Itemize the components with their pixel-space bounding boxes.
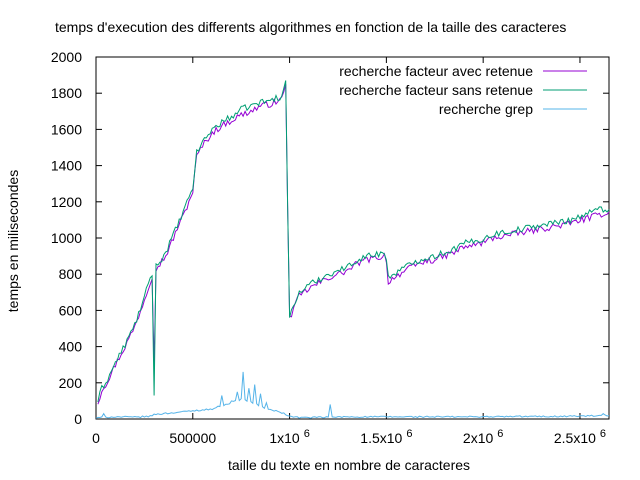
y-axis-ticks: 0 200 400 600 800 1000 1200 1400 1600 1800 2000 [51,49,609,427]
y-tick-label: 1000 [51,230,82,246]
x-axis-ticks: 0 500000 1x10 6 1.5x10 6 2x10 6 2.5x10 6 [92,57,606,446]
y-tick-label: 200 [59,375,83,391]
y-tick-label: 0 [74,411,82,427]
y-tick-label: 1600 [51,121,82,137]
x-tick-label: 500000 [169,430,216,446]
legend: recherche facteur avec retenue recherche … [339,63,587,117]
y-tick-label: 2000 [51,49,82,65]
y-tick-label: 400 [59,339,83,355]
y-axis-label: temps en milisecondes [5,170,21,312]
series-line-1 [97,83,610,405]
legend-label: recherche facteur sans retenue [339,82,533,98]
legend-label: recherche facteur avec retenue [339,63,533,79]
series-line-2 [97,80,610,403]
y-tick-label: 1200 [51,194,82,210]
x-axis-label: taille du texte en nombre de caracteres [228,457,470,473]
chart-title: temps d'execution des differents algorit… [55,19,566,35]
x-tick-label: 2.5x10 6 [554,428,606,446]
x-tick-label: 2x10 6 [463,428,503,446]
y-tick-label: 800 [59,266,83,282]
x-tick-label: 1.5x10 6 [360,428,412,446]
series-layer [95,80,610,419]
y-tick-label: 600 [59,302,83,318]
y-tick-label: 1400 [51,158,82,174]
y-tick-label: 1800 [51,85,82,101]
series-line-3 [95,371,610,419]
x-tick-label: 1x10 6 [269,428,309,446]
legend-label: recherche grep [439,101,533,117]
x-tick-label: 0 [92,430,100,446]
